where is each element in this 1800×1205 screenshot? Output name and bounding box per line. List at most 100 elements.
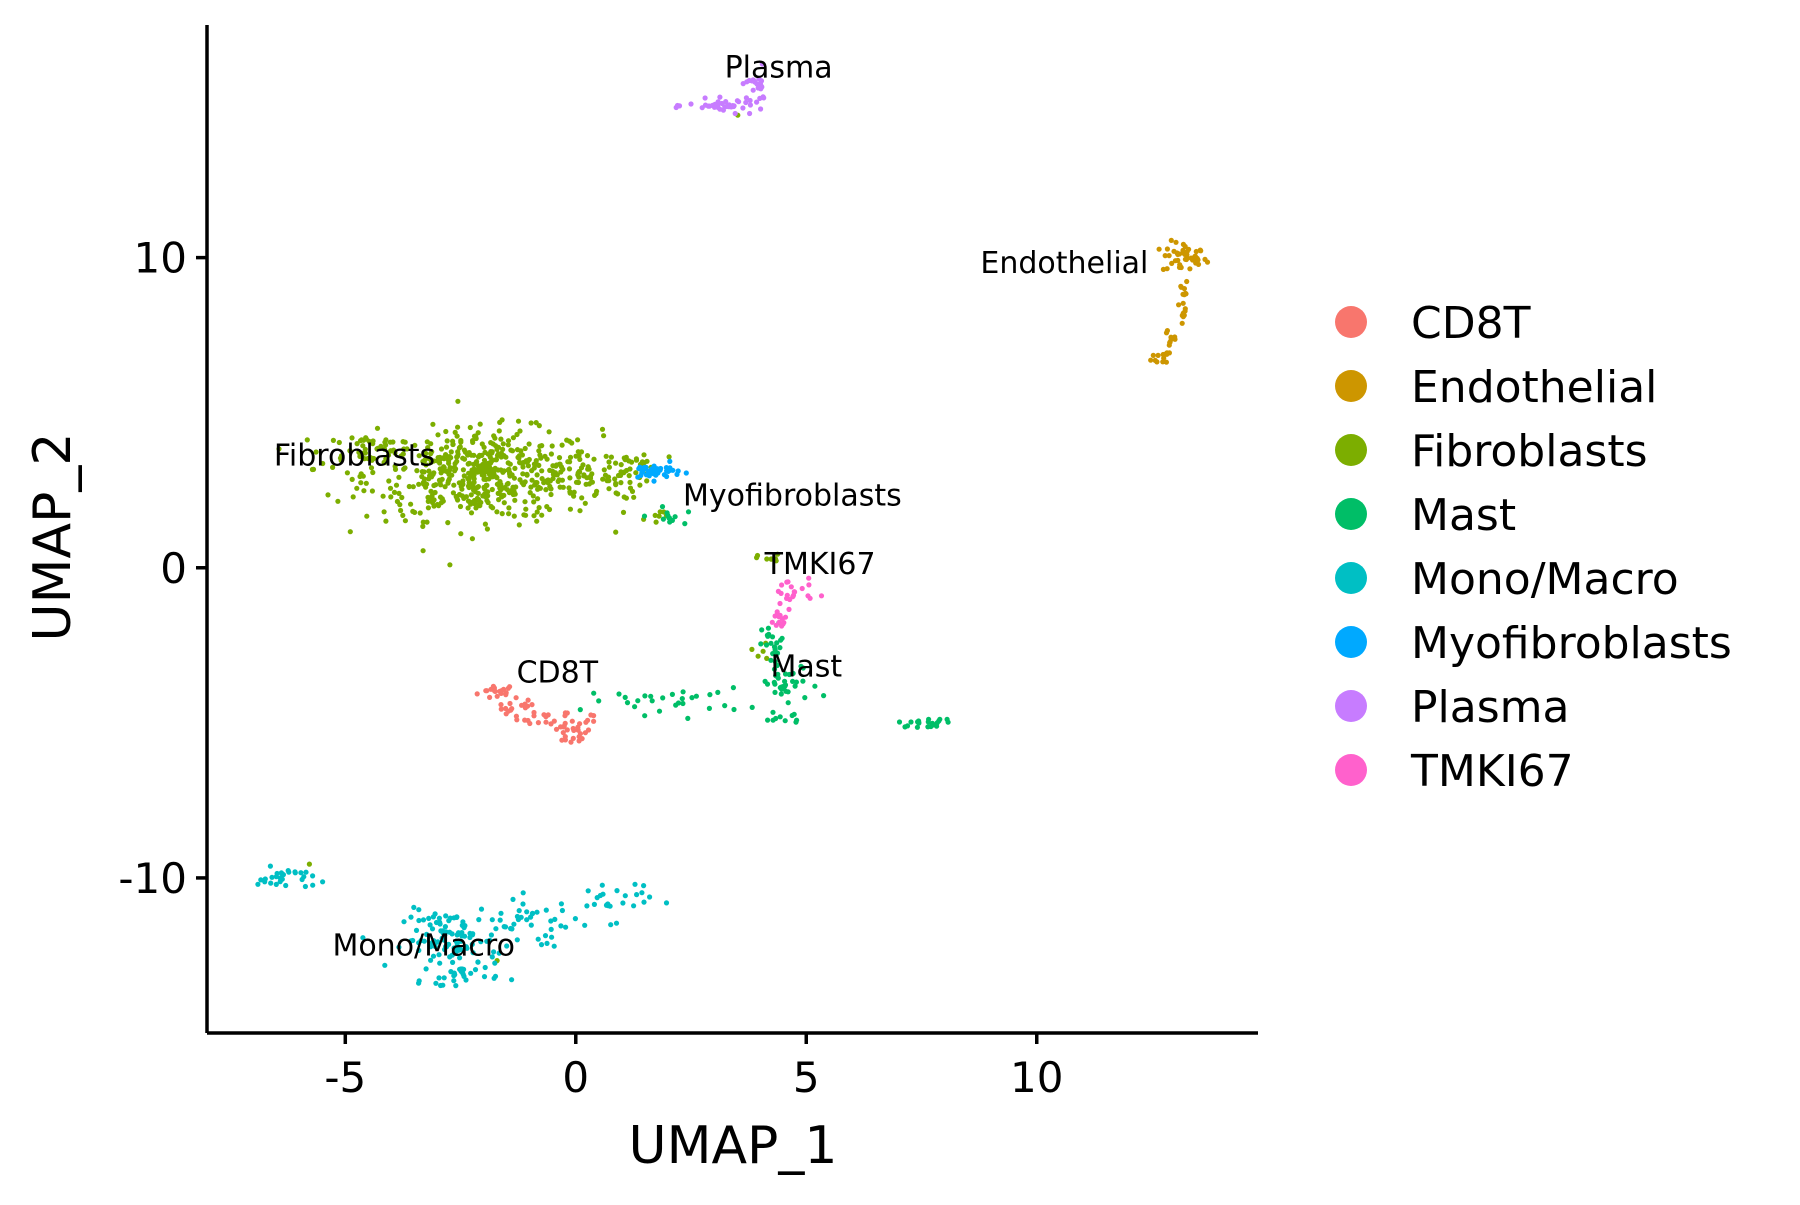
point-mast: [685, 509, 692, 515]
point-mono-macro: [273, 881, 279, 888]
point-fibroblasts: [490, 441, 496, 447]
point-fibroblasts: [553, 471, 559, 478]
point-fibroblasts: [580, 462, 586, 468]
point-mono-macro: [441, 937, 447, 943]
point-mast: [665, 512, 671, 518]
point-fibroblasts: [428, 488, 434, 494]
point-cd8t: [488, 686, 494, 692]
point-fibroblasts: [575, 479, 582, 486]
point-fibroblasts: [347, 448, 353, 454]
point-fibroblasts: [370, 441, 376, 447]
point-mast: [667, 519, 673, 525]
point-fibroblasts: [545, 479, 551, 486]
point-fibroblasts: [656, 513, 662, 519]
point-mast: [632, 704, 638, 710]
point-fibroblasts: [602, 472, 609, 478]
point-mast: [660, 516, 667, 522]
point-fibroblasts: [349, 476, 355, 482]
point-mast: [769, 634, 776, 640]
point-plasma: [740, 105, 746, 111]
point-fibroblasts: [496, 428, 502, 434]
point-fibroblasts: [420, 523, 426, 530]
point-fibroblasts: [475, 430, 481, 436]
point-fibroblasts: [481, 457, 488, 463]
point-fibroblasts: [582, 500, 588, 506]
point-mast: [707, 692, 713, 698]
point-fibroblasts: [401, 446, 407, 452]
point-endothelial: [1164, 246, 1170, 252]
legend-key-cd8t: [1335, 306, 1367, 338]
legend-label: Mast: [1411, 490, 1516, 541]
legend-label: Plasma: [1411, 682, 1569, 733]
point-plasma: [746, 77, 752, 84]
point-fibroblasts: [492, 435, 498, 441]
point-fibroblasts: [577, 508, 583, 514]
point-cd8t: [585, 717, 591, 723]
point-plasma: [759, 61, 765, 67]
point-fibroblasts: [450, 490, 456, 496]
point-fibroblasts: [425, 445, 431, 451]
point-cd8t: [569, 718, 575, 724]
point-fibroblasts: [455, 497, 461, 503]
point-fibroblasts: [434, 501, 440, 508]
point-mono-macro: [558, 901, 565, 907]
points-layer: [255, 61, 1211, 989]
point-fibroblasts: [466, 460, 472, 467]
point-tmki67: [769, 619, 775, 625]
point-fibroblasts: [528, 484, 534, 490]
point-mast: [669, 691, 676, 698]
point-fibroblasts: [657, 509, 663, 515]
point-endothelial: [1172, 258, 1178, 264]
legend-key-fibroblasts: [1335, 434, 1367, 466]
point-tmki67: [818, 593, 825, 599]
point-fibroblasts: [539, 512, 545, 518]
point-mast: [774, 662, 780, 669]
point-plasma: [674, 102, 681, 109]
point-fibroblasts: [330, 464, 336, 470]
point-fibroblasts: [412, 442, 418, 448]
point-mono-macro: [463, 944, 469, 950]
point-cd8t: [576, 738, 582, 744]
point-fibroblasts: [466, 450, 472, 456]
point-mono-macro: [443, 913, 449, 919]
point-fibroblasts: [613, 490, 619, 496]
point-fibroblasts: [465, 483, 472, 489]
point-fibroblasts: [414, 468, 420, 474]
point-fibroblasts: [604, 478, 610, 484]
point-mono-macro: [423, 966, 429, 972]
point-fibroblasts: [497, 479, 503, 485]
cluster-label-mono-macro: Mono/Macro: [332, 929, 515, 964]
point-mast: [659, 504, 666, 510]
point-endothelial: [1161, 355, 1167, 361]
point-fibroblasts: [531, 499, 537, 505]
point-mono-macro: [436, 952, 442, 958]
point-fibroblasts: [498, 492, 504, 498]
point-mono-macro: [292, 870, 298, 876]
point-tmki67: [785, 579, 791, 585]
point-mast: [722, 703, 728, 709]
point-mono-macro: [475, 959, 481, 965]
point-fibroblasts: [420, 548, 426, 554]
point-fibroblasts: [517, 428, 523, 434]
point-fibroblasts: [460, 455, 466, 461]
point-fibroblasts: [402, 518, 408, 524]
point-fibroblasts: [533, 461, 540, 467]
point-fibroblasts: [432, 489, 438, 496]
point-mono-macro: [446, 941, 452, 948]
point-fibroblasts: [620, 509, 627, 515]
point-fibroblasts: [505, 460, 511, 466]
point-mono-macro: [511, 921, 517, 927]
point-fibroblasts: [498, 436, 504, 442]
point-cd8t: [483, 688, 489, 694]
point-endothelial: [1150, 352, 1156, 358]
point-mast: [749, 704, 755, 711]
point-mast: [914, 724, 921, 730]
point-fibroblasts: [550, 463, 556, 469]
point-fibroblasts: [575, 449, 581, 455]
point-mono-macro: [622, 893, 628, 899]
point-fibroblasts: [330, 437, 336, 443]
point-endothelial: [1182, 306, 1188, 312]
point-mono-macro: [538, 942, 545, 948]
point-fibroblasts: [393, 482, 400, 488]
